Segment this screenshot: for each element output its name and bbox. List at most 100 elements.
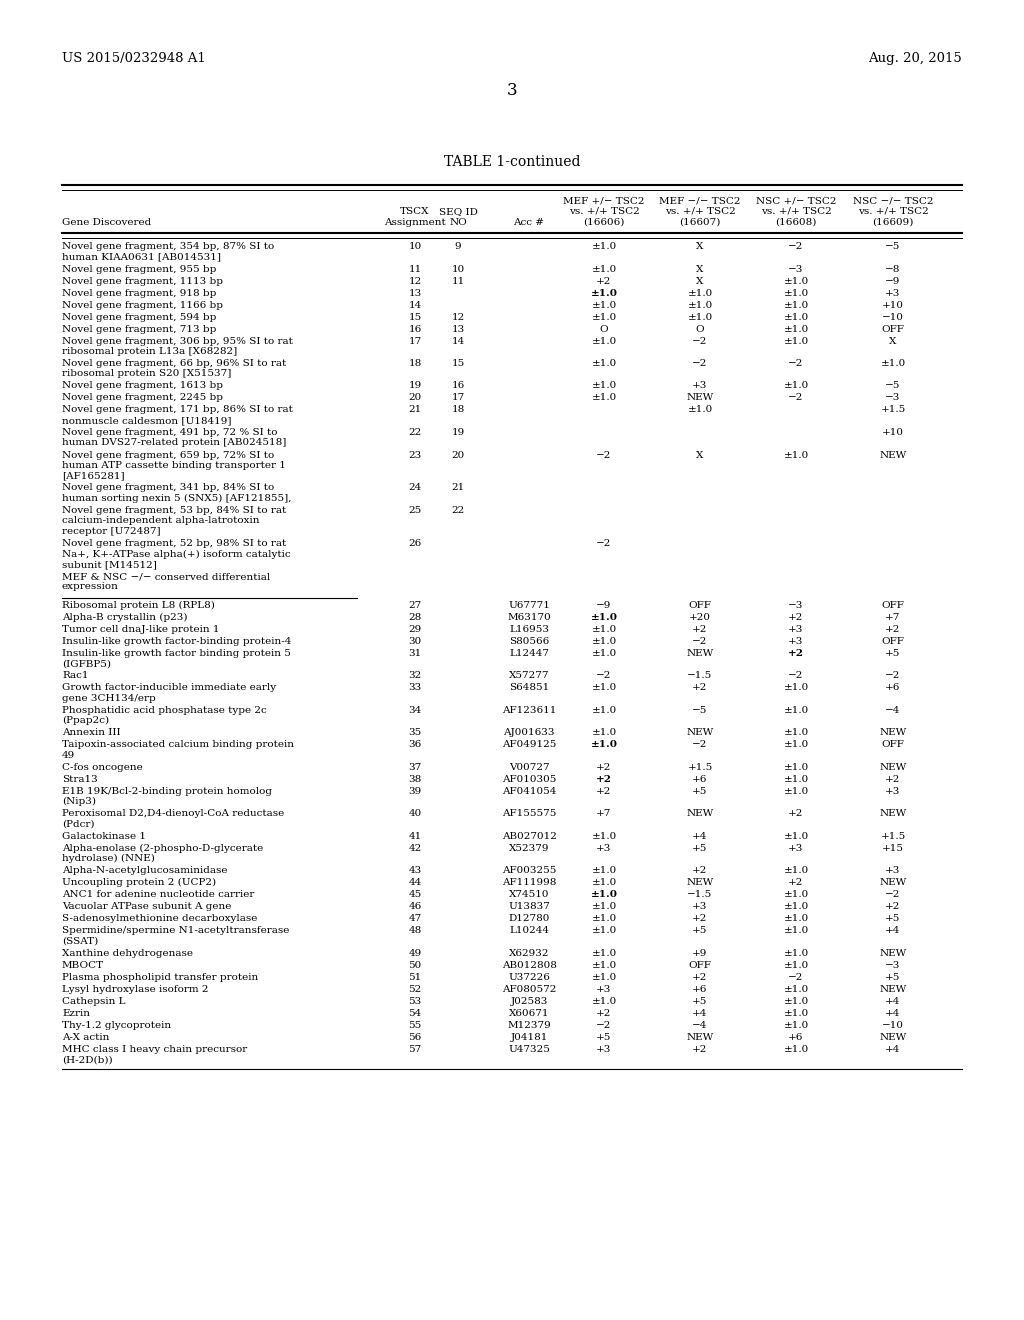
Text: X: X: [696, 276, 703, 285]
Text: 13: 13: [452, 325, 465, 334]
Text: X: X: [696, 264, 703, 273]
Text: +2: +2: [886, 903, 901, 911]
Text: +3: +3: [692, 903, 708, 911]
Text: Aug. 20, 2015: Aug. 20, 2015: [868, 51, 962, 65]
Text: NEW: NEW: [880, 763, 906, 772]
Text: AF155575: AF155575: [502, 809, 556, 818]
Text: Novel gene fragment, 53 bp, 84% SI to rat
calcium-independent alpha-latrotoxin
r: Novel gene fragment, 53 bp, 84% SI to ra…: [62, 506, 287, 536]
Text: NEW: NEW: [686, 1032, 714, 1041]
Text: US 2015/0232948 A1: US 2015/0232948 A1: [62, 51, 206, 65]
Text: V00727: V00727: [509, 763, 549, 772]
Text: MEF −/− TSC2: MEF −/− TSC2: [659, 195, 740, 205]
Text: 20: 20: [409, 393, 422, 403]
Text: −1.5: −1.5: [687, 672, 713, 680]
Text: NO: NO: [450, 218, 467, 227]
Text: −2: −2: [788, 242, 804, 251]
Text: +7: +7: [886, 612, 901, 622]
Text: S80566: S80566: [509, 636, 549, 645]
Text: ±1.0: ±1.0: [783, 866, 809, 875]
Text: 21: 21: [452, 483, 465, 492]
Text: 15: 15: [452, 359, 465, 368]
Text: OFF: OFF: [688, 961, 712, 970]
Text: ±1.0: ±1.0: [783, 1020, 809, 1030]
Text: Novel gene fragment, 1613 bp: Novel gene fragment, 1613 bp: [62, 381, 223, 391]
Text: J02583: J02583: [510, 997, 548, 1006]
Text: +1.5: +1.5: [881, 405, 905, 414]
Text: 13: 13: [409, 289, 422, 297]
Text: X74510: X74510: [509, 890, 549, 899]
Text: OFF: OFF: [882, 741, 904, 750]
Text: +2: +2: [692, 684, 708, 692]
Text: +5: +5: [886, 915, 901, 923]
Text: +1.5: +1.5: [687, 763, 713, 772]
Text: Novel gene fragment, 955 bp: Novel gene fragment, 955 bp: [62, 264, 216, 273]
Text: −1.5: −1.5: [687, 890, 713, 899]
Text: NSC −/− TSC2: NSC −/− TSC2: [853, 195, 933, 205]
Text: 14: 14: [452, 337, 465, 346]
Text: 11: 11: [452, 276, 465, 285]
Text: Novel gene fragment, 171 bp, 86% SI to rat
nonmuscle caldesmon [U18419]: Novel gene fragment, 171 bp, 86% SI to r…: [62, 405, 293, 425]
Text: Growth factor-inducible immediate early
gene 3CH134/erp: Growth factor-inducible immediate early …: [62, 684, 276, 702]
Text: −4: −4: [692, 1020, 708, 1030]
Text: 40: 40: [409, 809, 422, 818]
Text: vs. +/+ TSC2: vs. +/+ TSC2: [665, 207, 735, 216]
Text: M63170: M63170: [507, 612, 551, 622]
Text: 19: 19: [452, 428, 465, 437]
Text: 52: 52: [409, 985, 422, 994]
Text: 37: 37: [409, 763, 422, 772]
Text: 19: 19: [409, 381, 422, 391]
Text: ±1.0: ±1.0: [592, 359, 616, 368]
Text: NEW: NEW: [880, 949, 906, 958]
Text: 10: 10: [409, 242, 422, 251]
Text: +15: +15: [882, 843, 904, 853]
Text: ±1.0: ±1.0: [783, 1008, 809, 1018]
Text: ±1.0: ±1.0: [687, 301, 713, 309]
Text: ±1.0: ±1.0: [783, 276, 809, 285]
Text: 21: 21: [409, 405, 422, 414]
Text: −2: −2: [788, 973, 804, 982]
Text: ±1.0: ±1.0: [592, 393, 616, 403]
Text: TSCX: TSCX: [400, 207, 430, 216]
Text: ±1.0: ±1.0: [783, 289, 809, 297]
Text: Insulin-like growth factor-binding protein-4: Insulin-like growth factor-binding prote…: [62, 636, 292, 645]
Text: Lysyl hydroxylase isoform 2: Lysyl hydroxylase isoform 2: [62, 985, 209, 994]
Text: +4: +4: [692, 1008, 708, 1018]
Text: +2: +2: [788, 649, 804, 657]
Text: ±1.0: ±1.0: [592, 729, 616, 738]
Text: ±1.0: ±1.0: [783, 787, 809, 796]
Text: ±1.0: ±1.0: [687, 289, 713, 297]
Text: Acc #: Acc #: [513, 218, 545, 227]
Text: L12447: L12447: [509, 649, 549, 657]
Text: +2: +2: [692, 915, 708, 923]
Text: NEW: NEW: [880, 729, 906, 738]
Text: U13837: U13837: [508, 903, 550, 911]
Text: Novel gene fragment, 354 bp, 87% SI to
human KIAA0631 [AB014531]: Novel gene fragment, 354 bp, 87% SI to h…: [62, 242, 274, 261]
Text: Novel gene fragment, 1113 bp: Novel gene fragment, 1113 bp: [62, 276, 223, 285]
Text: Rac1: Rac1: [62, 672, 88, 680]
Text: L16953: L16953: [509, 624, 549, 634]
Text: 17: 17: [409, 337, 422, 346]
Text: +5: +5: [886, 973, 901, 982]
Text: ±1.0: ±1.0: [592, 636, 616, 645]
Text: 57: 57: [409, 1045, 422, 1053]
Text: 20: 20: [452, 450, 465, 459]
Text: TABLE 1-continued: TABLE 1-continued: [443, 154, 581, 169]
Text: +2: +2: [788, 809, 804, 818]
Text: ±1.0: ±1.0: [591, 741, 617, 750]
Text: Phosphatidic acid phosphatase type 2c
(Ppap2c): Phosphatidic acid phosphatase type 2c (P…: [62, 706, 266, 726]
Text: −2: −2: [692, 636, 708, 645]
Text: ±1.0: ±1.0: [783, 832, 809, 841]
Text: Novel gene fragment, 594 bp: Novel gene fragment, 594 bp: [62, 313, 216, 322]
Text: 47: 47: [409, 915, 422, 923]
Text: 12: 12: [409, 276, 422, 285]
Text: (16609): (16609): [872, 218, 913, 227]
Text: S-adenosylmethionine decarboxylase: S-adenosylmethionine decarboxylase: [62, 915, 257, 923]
Text: Ezrin: Ezrin: [62, 1008, 90, 1018]
Text: ±1.0: ±1.0: [687, 405, 713, 414]
Text: 9: 9: [455, 242, 462, 251]
Text: +6: +6: [692, 775, 708, 784]
Text: 14: 14: [409, 301, 422, 309]
Text: −3: −3: [886, 393, 901, 403]
Text: ±1.0: ±1.0: [783, 729, 809, 738]
Text: ±1.0: ±1.0: [881, 359, 905, 368]
